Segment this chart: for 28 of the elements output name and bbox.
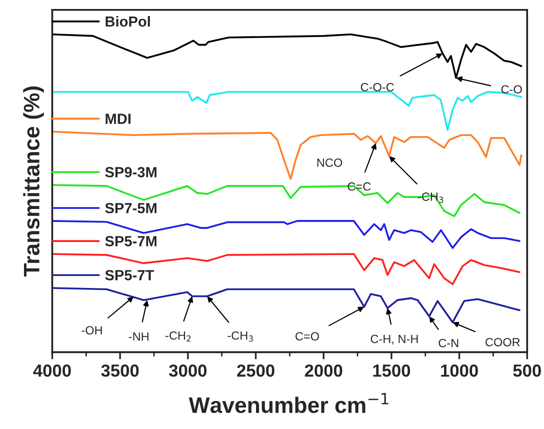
- legend-label: SP7-5M: [105, 202, 156, 214]
- x-tick-label: 3500: [101, 364, 139, 377]
- x-axis-title: Wavenumber cm$^{−1}$: [188, 392, 388, 414]
- annotation: -NH: [128, 332, 148, 341]
- x-tick-label: 1000: [441, 364, 478, 377]
- annotation: C-O-C: [360, 82, 394, 92]
- annotation: C=C: [348, 182, 371, 191]
- annotation: -OH: [82, 326, 102, 334]
- x-tick-label: 2000: [304, 364, 342, 377]
- legend-label: SP9-3M: [105, 167, 156, 178]
- annotation: C=O: [296, 332, 319, 340]
- x-tick-label: 3000: [169, 364, 207, 377]
- x-tick-label: 1500: [373, 364, 410, 377]
- annotation: C-N: [438, 338, 458, 348]
- annotation: NCO: [317, 158, 342, 167]
- legend-label: MDI: [106, 114, 130, 124]
- annotation: -CH$_{2}$: [166, 331, 191, 342]
- legend-label: SP5-7M: [105, 236, 156, 246]
- x-tick-label: 2500: [237, 364, 274, 377]
- annotation: C-O: [501, 85, 522, 94]
- annotation: COOR: [486, 338, 520, 346]
- x-tick-label: 500: [513, 364, 541, 377]
- y-axis-title: Transmittance (%): [23, 86, 44, 276]
- legend-label: SP5-7T: [105, 270, 154, 280]
- x-tick-label: 4000: [33, 364, 71, 377]
- legend-label: BioPol: [106, 16, 150, 27]
- annotation: -CH$_{3}$: [228, 331, 253, 342]
- annotation: C-H, N-H: [370, 334, 418, 345]
